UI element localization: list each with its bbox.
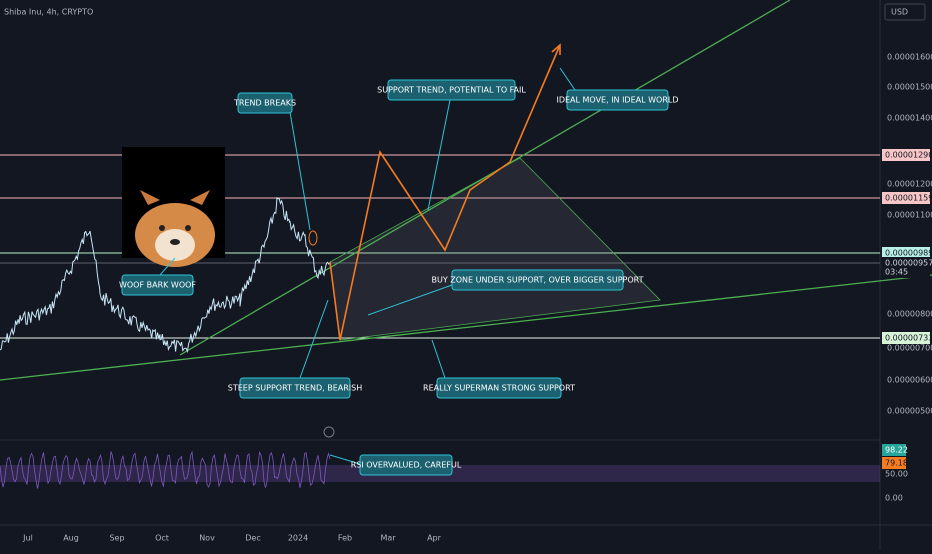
annotation-text: STEEP SUPPORT TREND, BEARISH: [228, 384, 362, 393]
annotation-text: BUY ZONE UNDER SUPPORT, OVER BIGGER SUPP…: [431, 276, 643, 285]
price-tag-bg: [882, 149, 930, 161]
annotation-box: [359, 454, 453, 476]
pointer: [329, 454, 361, 465]
event-icon[interactable]: [323, 426, 335, 438]
annotation: BUY ZONE UNDER SUPPORT, OVER BIGGER SUPP…: [431, 269, 644, 291]
price-tag: 0.0000129045: [885, 151, 932, 160]
annotation-text: WOOF BARK WOOF: [119, 281, 196, 290]
currency[interactable]: USD: [891, 8, 908, 17]
rsi-label: 50.00: [885, 470, 908, 479]
annotation-box: [436, 377, 562, 399]
time-label: Oct: [155, 534, 169, 543]
price-label: 0.0000140000: [887, 114, 932, 123]
time-label: Dec: [245, 534, 260, 543]
time-label: 2024: [288, 534, 308, 543]
annotation: REALLY SUPERMAN STRONG SUPPORT: [423, 377, 575, 399]
price-label: 0.0000070000: [887, 344, 932, 353]
time-label: Nov: [199, 534, 215, 543]
annotation-box: [237, 92, 293, 114]
price-label: 0.0000160000: [887, 53, 932, 62]
rsi-label: 98.22: [885, 446, 908, 455]
price-label: 0.0000120000: [887, 180, 932, 189]
annotation-text: RSI OVERVALUED, CAREFUL: [351, 461, 462, 470]
rsi-line: [0, 450, 331, 489]
annotation-box: [387, 79, 516, 101]
annotation: TREND BREAKS: [233, 92, 296, 114]
price-tag: 0.0000073345: [885, 334, 932, 343]
trendline: [179, 0, 791, 356]
rsi-label: 0.00: [885, 494, 903, 503]
price-tag: 0.0000095722: [885, 259, 932, 268]
rsi-tag-bg: [882, 444, 906, 456]
annotation-box: [121, 274, 194, 296]
annotation-box: [451, 269, 624, 291]
annotation: STEEP SUPPORT TREND, BEARISH: [228, 377, 362, 399]
symbol-title: Shiba Inu, 4h, CRYPTO: [4, 8, 93, 17]
arrow-head: [551, 43, 561, 55]
price-tag: 0.0000098982: [885, 249, 932, 258]
annotation: WOOF BARK WOOF: [119, 274, 196, 296]
rsi-tag-bg: [882, 457, 906, 469]
annotation-text: REALLY SUPERMAN STRONG SUPPORT: [423, 384, 575, 393]
time-label: Apr: [427, 534, 442, 543]
annotation-text: IDEAL MOVE, IN IDEAL WORLD: [556, 96, 678, 105]
price-tag-bg: [882, 192, 930, 204]
pointers: [159, 67, 576, 379]
price-tag-bg: [882, 266, 930, 278]
price-label: 0.0000150000: [887, 83, 932, 92]
time-label: Sep: [109, 534, 124, 543]
price-label: 0.0000110000: [887, 211, 932, 220]
annotation-text: TREND BREAKS: [233, 99, 296, 108]
annotation: RSI OVERVALUED, CAREFUL: [351, 454, 462, 476]
time-label: Aug: [63, 534, 79, 543]
currency-box[interactable]: [884, 3, 926, 21]
price-label: 0.0000060000: [887, 376, 932, 385]
price-label: 0.0000050000: [887, 407, 932, 416]
rsi-label: 79.18: [885, 459, 908, 468]
price-tag: 0.0000115921: [885, 194, 932, 203]
price-label: 0.0000080000: [887, 310, 932, 319]
annotation-text: SUPPORT TREND, POTENTIAL TO FAIL: [377, 86, 526, 95]
dog: [135, 190, 215, 267]
price-tag-bg: [882, 332, 930, 344]
projection: [329, 44, 561, 341]
time-label: Mar: [380, 534, 396, 543]
price-line: [0, 196, 331, 354]
annotation-box: [566, 89, 669, 111]
price-tag-bg: [882, 247, 930, 259]
marker: [308, 230, 318, 246]
annotation: IDEAL MOVE, IN IDEAL WORLD: [556, 89, 679, 111]
annotation-box: [239, 377, 351, 399]
price-tag: 03:45: [885, 268, 908, 277]
time-label: Jul: [22, 534, 33, 543]
time-label: Feb: [338, 534, 352, 543]
trendline: [0, 274, 932, 381]
annotation: SUPPORT TREND, POTENTIAL TO FAIL: [377, 79, 526, 101]
